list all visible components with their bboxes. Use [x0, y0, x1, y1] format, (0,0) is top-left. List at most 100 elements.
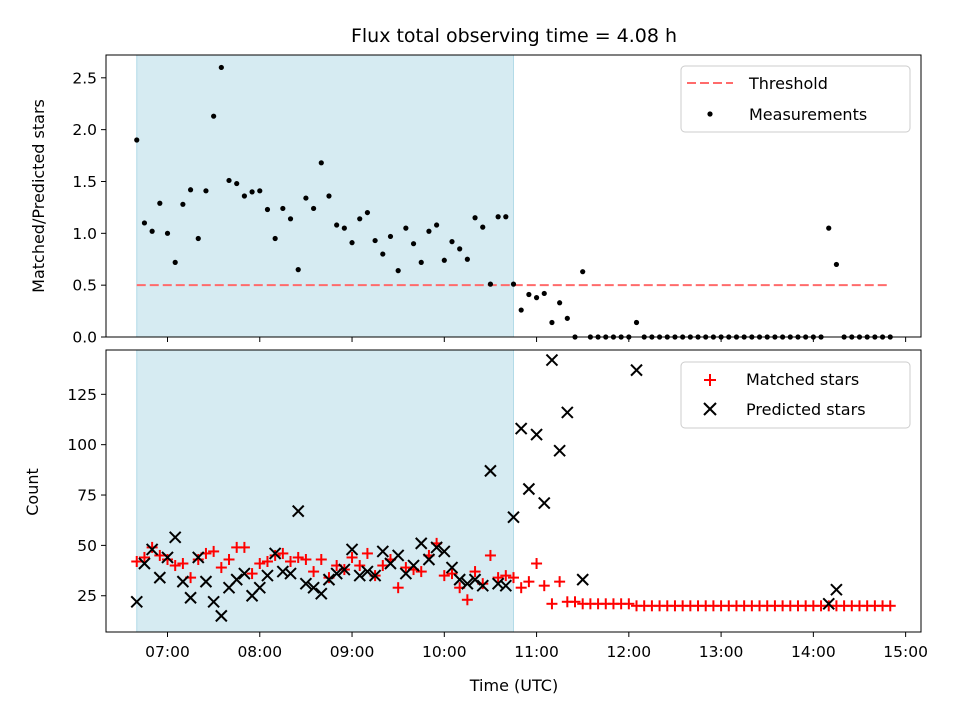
y-tick-label: 2.0 — [72, 121, 97, 139]
top-x-ticks — [167, 337, 907, 342]
legend-matched-swatch — [704, 374, 716, 386]
measurement-point — [310, 205, 317, 212]
matched-star-point — [246, 568, 258, 580]
matched-star-point — [392, 582, 404, 594]
matched-star-point — [531, 558, 543, 570]
matched-star-point — [169, 560, 181, 572]
predicted-star-point — [284, 567, 297, 580]
measurement-point — [518, 307, 524, 313]
predicted-star-point — [461, 577, 474, 590]
measurement-point — [241, 193, 247, 199]
x-tick-label: 13:00 — [699, 643, 744, 661]
top-shaded-interval — [136, 54, 514, 338]
measurement-point — [326, 193, 332, 199]
measurement-point — [226, 177, 232, 184]
measurement-point — [487, 281, 494, 287]
top-legend-box — [680, 65, 911, 133]
measurement-point — [833, 261, 840, 268]
predicted-star-point — [438, 545, 451, 558]
measurement-point — [526, 291, 532, 298]
measurement-point — [464, 256, 470, 262]
matched-star-point — [192, 553, 204, 565]
predicted-star-point — [415, 537, 428, 550]
measurement-point — [541, 290, 547, 297]
predicted-star-point — [476, 579, 489, 592]
predicted-star-point — [538, 496, 551, 510]
matched-star-point — [469, 566, 481, 578]
measurement-point — [341, 225, 347, 231]
x-tick-label: 08:00 — [237, 643, 282, 661]
measurement-point — [410, 241, 417, 247]
y-tick-label: 125 — [67, 386, 97, 404]
measurement-point — [218, 64, 224, 71]
y-tick-label: 1.5 — [72, 173, 97, 191]
legend-measurements-swatch — [707, 111, 713, 117]
predicted-star-point — [184, 591, 197, 604]
measurement-point — [257, 188, 263, 194]
predicted-star-point — [353, 569, 366, 582]
matched-star-point — [415, 566, 427, 578]
measurement-point — [249, 189, 255, 195]
predicted-star-point — [407, 559, 420, 572]
measurement-point — [434, 222, 440, 228]
measurement-point — [457, 246, 463, 252]
measurement-point — [395, 268, 401, 274]
measurement-point — [141, 220, 148, 226]
matched-star-point — [569, 596, 581, 608]
predicted-star-point — [176, 575, 190, 588]
predicted-stars-series — [130, 353, 843, 623]
matched-star-point — [446, 568, 458, 580]
predicted-star-point — [545, 353, 559, 367]
measurement-point — [480, 224, 486, 230]
matched-star-point — [484, 549, 496, 561]
measurement-point — [510, 281, 517, 287]
measurement-point — [387, 233, 394, 240]
matched-star-point — [538, 580, 550, 592]
measurement-point — [180, 201, 186, 207]
matched-star-point — [277, 547, 289, 559]
legend-predicted-swatch — [703, 402, 717, 416]
legend-threshold-label: Threshold — [748, 74, 828, 93]
measurement-point — [549, 319, 555, 326]
measurement-point — [633, 319, 640, 326]
predicted-star-point — [338, 563, 351, 576]
measurement-point — [195, 235, 201, 242]
matched-star-point — [138, 551, 150, 563]
matched-star-point — [223, 553, 235, 565]
y-tick-label: 0.0 — [72, 329, 97, 347]
measurement-point — [449, 239, 455, 245]
matched-star-point — [315, 553, 327, 565]
measurement-point — [403, 225, 409, 231]
measurement-point — [234, 180, 240, 187]
predicted-star-point — [307, 581, 320, 594]
predicted-star-point — [361, 565, 374, 578]
matched-star-point — [554, 576, 566, 588]
top-y-axis-label: Matched/Predicted stars — [29, 99, 48, 293]
x-tick-label: 14:00 — [791, 643, 836, 661]
predicted-star-point — [368, 569, 382, 582]
measurement-point — [380, 251, 386, 257]
predicted-star-point — [322, 573, 336, 586]
measurement-point — [533, 295, 540, 301]
predicted-star-point — [553, 444, 566, 457]
x-tick-label: 11:00 — [514, 643, 559, 661]
matched-star-point — [515, 582, 527, 594]
predicted-star-point — [253, 581, 266, 594]
matched-star-point — [215, 562, 227, 574]
matched-star-point — [438, 570, 450, 582]
top-panel: 0.0 0.5 1.0 1.5 2.0 2.5 Matched/Predicted sta… — [29, 54, 922, 347]
y-tick-label: 100 — [67, 436, 97, 454]
x-tick-label: 10:00 — [422, 643, 467, 661]
measurement-point — [318, 160, 324, 166]
y-tick-label: 75 — [77, 487, 97, 505]
matched-star-point — [131, 556, 143, 567]
top-axes-frame — [105, 54, 922, 338]
bottom-x-ticks: 07:00 08:00 09:00 10:00 11:00 12:00 13:00 14:00… — [145, 632, 928, 661]
predicted-star-point — [299, 577, 313, 590]
x-axis-label: Time (UTC) — [469, 676, 558, 695]
bottom-y-ticks: 25 50 75 100 125 — [67, 386, 106, 605]
measurement-point — [264, 206, 271, 213]
bottom-shaded-interval — [136, 349, 514, 633]
matched-star-point — [492, 572, 504, 584]
predicted-star-point — [315, 587, 328, 600]
